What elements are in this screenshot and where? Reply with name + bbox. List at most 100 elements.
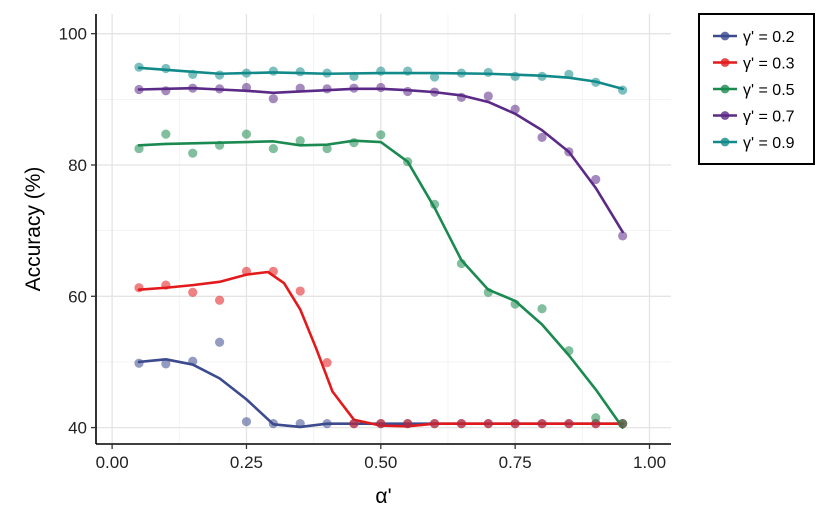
legend-key-point — [720, 84, 730, 94]
data-point — [376, 419, 386, 429]
data-point — [188, 148, 198, 158]
series-line — [137, 270, 624, 428]
data-point — [537, 304, 547, 314]
data-point — [295, 419, 305, 429]
data-point — [564, 419, 574, 429]
data-point — [429, 419, 440, 429]
data-point — [349, 83, 359, 93]
data-point — [510, 71, 520, 81]
data-point — [429, 87, 440, 97]
data-point — [537, 132, 547, 143]
x-tick-label: 0.50 — [364, 453, 397, 472]
data-point — [322, 143, 332, 154]
y-tick-label: 80 — [68, 156, 87, 175]
data-point — [214, 295, 225, 305]
data-point — [483, 67, 493, 78]
data-point — [429, 72, 440, 82]
legend-label: γ' = 0.3 — [743, 56, 795, 73]
data-point — [134, 62, 144, 72]
legend-label: γ' = 0.9 — [743, 135, 795, 152]
data-point — [618, 231, 628, 241]
data-point — [456, 419, 467, 429]
plot-background — [96, 14, 671, 444]
x-tick-label: 1.00 — [633, 453, 666, 472]
data-point — [349, 71, 359, 81]
data-point — [564, 69, 574, 79]
y-tick-label: 60 — [68, 287, 87, 306]
legend-label: γ' = 0.2 — [743, 29, 795, 46]
x-tick-label: 0.25 — [230, 453, 263, 472]
data-point — [349, 138, 359, 148]
legend-key-point — [720, 137, 730, 147]
data-point — [618, 419, 628, 429]
data-point — [134, 283, 144, 293]
data-point — [322, 84, 332, 94]
data-point — [268, 419, 278, 429]
data-point — [376, 130, 386, 140]
data-point — [403, 86, 413, 97]
data-point — [591, 174, 601, 185]
data-point — [403, 66, 413, 76]
data-point — [134, 84, 144, 95]
data-point — [376, 66, 386, 76]
x-tick-label: 0.00 — [96, 453, 129, 472]
data-point — [268, 94, 278, 104]
legend-label: γ' = 0.5 — [743, 82, 795, 99]
data-point — [564, 147, 574, 157]
data-point — [403, 419, 413, 429]
legend-key-point — [720, 111, 730, 120]
tick-labels: 0.00 0.25 0.50 0.75 1.00 40 60 80 100 — [59, 25, 666, 472]
data-point — [376, 82, 386, 93]
data-point — [161, 63, 171, 74]
data-point — [591, 413, 601, 423]
data-point — [295, 136, 305, 146]
data-point — [241, 266, 252, 276]
data-point — [241, 417, 252, 427]
data-point — [510, 104, 520, 114]
data-point — [295, 67, 305, 77]
legend-label: γ' = 0.7 — [743, 109, 795, 126]
data-point — [241, 129, 252, 139]
data-point — [214, 337, 225, 347]
data-point — [564, 346, 574, 356]
legend: γ' = 0.2 γ' = 0.3 γ' = 0.5 γ' = 0.7 γ' = 0.9 — [698, 13, 815, 165]
data-point — [241, 82, 252, 93]
data-point — [268, 266, 278, 276]
x-axis-title: α' — [375, 485, 391, 508]
data-point — [483, 419, 493, 429]
data-point — [456, 258, 467, 269]
data-point — [295, 83, 305, 93]
y-tick-label: 40 — [68, 419, 87, 438]
data-point — [591, 77, 601, 87]
data-point — [214, 140, 225, 150]
data-point — [134, 358, 144, 368]
data-point — [483, 91, 493, 101]
data-point — [403, 157, 413, 167]
legend-key-point — [720, 58, 730, 67]
data-point — [188, 69, 198, 79]
axes — [91, 14, 671, 449]
data-point — [134, 143, 144, 154]
data-points — [134, 62, 628, 429]
data-point — [295, 286, 305, 296]
data-point — [188, 287, 198, 297]
data-point — [188, 356, 198, 366]
legend-key-point — [720, 31, 730, 41]
data-point — [349, 419, 359, 429]
data-point — [241, 68, 252, 78]
data-point — [483, 287, 493, 297]
data-point — [214, 84, 225, 94]
data-point — [322, 68, 332, 78]
grid-lines — [96, 14, 671, 444]
data-point — [214, 70, 225, 80]
y-axis-title: Accuracy (%) — [22, 167, 45, 292]
data-point — [510, 299, 520, 309]
data-point — [268, 66, 278, 76]
data-point — [456, 68, 467, 78]
data-point — [322, 419, 332, 429]
plot-panel — [96, 14, 671, 444]
data-point — [161, 129, 171, 139]
data-point — [322, 357, 332, 368]
data-point — [537, 419, 547, 429]
